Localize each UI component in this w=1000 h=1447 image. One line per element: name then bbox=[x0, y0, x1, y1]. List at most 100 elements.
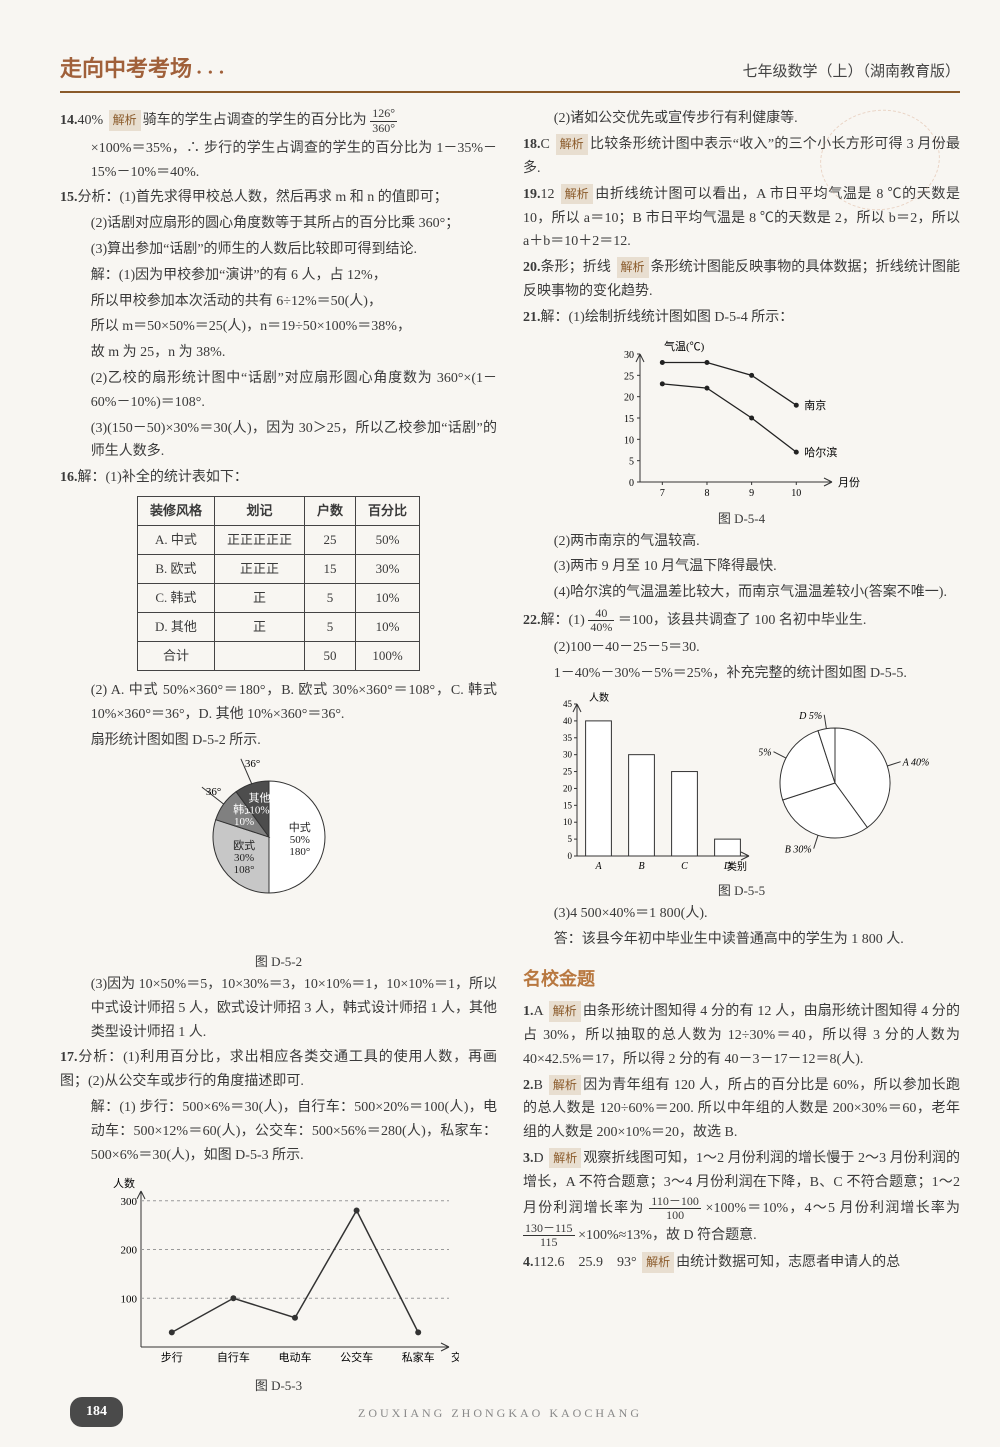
q21-l2: (4)哈尔滨的气温温差比较大，而南京气温温差较小(答案不唯一). bbox=[523, 581, 960, 605]
q16-pie: 中式50%180°欧式30%108°韩式10%36°其他10%36° bbox=[174, 757, 384, 947]
svg-text:10: 10 bbox=[563, 817, 573, 827]
q21-t1: 21.解：(1)绘制折线统计图如图 D-5-4 所示： bbox=[523, 306, 960, 330]
svg-text:B 30%: B 30% bbox=[784, 845, 811, 856]
q18: 18.C 解析比较条形统计图中表示“收入”的三个小长方形可得 3 月份最多. bbox=[523, 133, 960, 181]
q16-t2: (2) A. 中式 50%×360°＝180°，B. 欧式 30%×360°＝1… bbox=[60, 679, 497, 727]
svg-text:8: 8 bbox=[704, 488, 709, 499]
svg-text:36°: 36° bbox=[244, 758, 259, 770]
svg-text:20: 20 bbox=[624, 392, 634, 403]
q19: 19.12 解析由折线统计图可以看出，A 市日平均气温是 8 ℃的天数是 10，… bbox=[523, 183, 960, 254]
svg-text:45: 45 bbox=[563, 699, 573, 709]
q17-chart: 人数100200300步行自行车电动车公交车私家车交通工具 bbox=[99, 1173, 459, 1373]
svg-text:180°: 180° bbox=[289, 846, 310, 858]
svg-text:9: 9 bbox=[749, 488, 754, 499]
q22-cap: 图 D-5-5 bbox=[523, 880, 960, 902]
svg-text:10: 10 bbox=[624, 435, 634, 446]
q22-bar: 人数类别051015202530354045ABCD bbox=[545, 688, 755, 878]
svg-text:D: D bbox=[722, 861, 731, 872]
svg-text:0: 0 bbox=[567, 851, 572, 861]
q21-l0: (2)两市南京的气温较高. bbox=[523, 530, 960, 554]
m-q3: 3.D 解析观察折线图可知，1～2 月份利润的增长慢于 2～3 月份利润的增长，… bbox=[523, 1147, 960, 1249]
svg-text:B: B bbox=[638, 861, 644, 872]
q21-l1: (3)两市 9 月至 10 月气温下降得最快. bbox=[523, 555, 960, 579]
svg-text:A 40%: A 40% bbox=[901, 758, 929, 769]
svg-text:0: 0 bbox=[629, 478, 634, 489]
svg-text:108°: 108° bbox=[233, 864, 254, 876]
q16-intro: 16.解：(1)补全的统计表如下： bbox=[60, 466, 497, 490]
right-column: (2)诸如公交优先或宣传步行有利健康等. 18.C 解析比较条形统计图中表示“收… bbox=[523, 107, 960, 1397]
svg-text:50%: 50% bbox=[289, 834, 309, 846]
svg-text:人数: 人数 bbox=[113, 1177, 135, 1190]
svg-text:20: 20 bbox=[563, 783, 573, 793]
svg-text:30%: 30% bbox=[233, 852, 253, 864]
q14-cont: ×100%＝35%，∴ 步行的学生占调查的学生的百分比为 1－35%－15%－1… bbox=[60, 137, 497, 185]
svg-text:36°: 36° bbox=[205, 786, 220, 798]
footer-pinyin: ZOUXIANG ZHONGKAO KAOCHANG bbox=[0, 1403, 1000, 1423]
svg-text:30: 30 bbox=[624, 350, 634, 361]
svg-text:C 25%: C 25% bbox=[759, 748, 772, 759]
svg-text:15: 15 bbox=[563, 800, 573, 810]
svg-text:35: 35 bbox=[563, 733, 573, 743]
svg-text:25: 25 bbox=[624, 371, 634, 382]
svg-text:月份: 月份 bbox=[838, 476, 860, 489]
q22-t2: (2)100－40－25－5＝30. bbox=[523, 636, 960, 660]
q15-l5: 所以 m＝50×50%＝25(人)，n＝19÷50×100%＝38%， bbox=[60, 315, 497, 339]
q17b: (2)诸如公交优先或宣传步行有利健康等. bbox=[523, 107, 960, 131]
svg-text:欧式: 欧式 bbox=[233, 839, 255, 852]
q16-t4: (3)因为 10×50%＝5，10×30%＝3，10×10%＝1，10×10%＝… bbox=[60, 973, 497, 1044]
svg-text:10%: 10% bbox=[233, 816, 253, 828]
q22-t3: 1－40%－30%－5%＝25%，补充完整的统计图如图 D-5-5. bbox=[523, 662, 960, 686]
q15-l3: 解：(1)因为甲校参加“演讲”的有 6 人，占 12%， bbox=[60, 264, 497, 288]
svg-text:200: 200 bbox=[120, 1245, 137, 1257]
svg-text:7: 7 bbox=[659, 488, 664, 499]
svg-text:15: 15 bbox=[624, 414, 634, 425]
header-left: 走向中考考场 bbox=[60, 50, 226, 87]
q16-t3: 扇形统计图如图 D-5-2 所示. bbox=[60, 729, 497, 753]
q15-l6: 故 m 为 25，n 为 38%. bbox=[60, 341, 497, 365]
header-right: 七年级数学（上）（湖南教育版） bbox=[742, 60, 960, 86]
mxjt-title: 名校金题 bbox=[523, 964, 960, 995]
q15-l2: (3)算出参加“话剧”的师生的人数后比较即可得到结论. bbox=[60, 238, 497, 262]
q15-l1: (2)话剧对应扇形的圆心角度数等于其所占的百分比乘 360°； bbox=[60, 212, 497, 236]
q22-t5: 答：该县今年初中毕业生中读普通高中的学生为 1 800 人. bbox=[523, 928, 960, 952]
q22-t4: (3)4 500×40%＝1 800(人). bbox=[523, 902, 960, 926]
svg-text:D 5%: D 5% bbox=[798, 711, 822, 722]
q15-l7: (2)乙校的扇形统计图中“话剧”对应扇形圆心角度数为 360°×(1－60%－1… bbox=[60, 367, 497, 415]
svg-text:人数: 人数 bbox=[589, 691, 609, 704]
svg-text:40: 40 bbox=[563, 716, 573, 726]
q22-t1: 22.解：(1) 4040% ＝100，该县共调查了 100 名初中毕业生. bbox=[523, 607, 960, 634]
svg-text:10%: 10% bbox=[249, 805, 269, 817]
q17-cap: 图 D-5-3 bbox=[60, 1375, 497, 1397]
left-column: 14.40% 解析骑车的学生占调查的学生的百分比为 126°360° ×100%… bbox=[60, 107, 497, 1397]
svg-text:中式: 中式 bbox=[288, 821, 310, 834]
q21-cap: 图 D-5-4 bbox=[523, 508, 960, 530]
svg-text:私家车: 私家车 bbox=[401, 1350, 434, 1364]
svg-text:300: 300 bbox=[120, 1196, 137, 1208]
q22-charts: 人数类别051015202530354045ABCD A 40%B 30%C 2… bbox=[523, 688, 960, 878]
q17-l0: 17.分析：(1)利用百分比，求出相应各类交通工具的使用人数，再画图；(2)从公… bbox=[60, 1046, 497, 1094]
q22-pie: A 40% B 30% C 25% D 5% bbox=[759, 688, 939, 878]
svg-text:C: C bbox=[681, 861, 688, 872]
q16-pie-cap: 图 D-5-2 bbox=[60, 951, 497, 973]
q17-l1: 解：(1) 步行：500×6%＝30(人)，自行车：500×20%＝100(人)… bbox=[60, 1096, 497, 1167]
m-q2: 2.B 解析因为青年组有 120 人，所占的百分比是 60%，所以参加长跑的总人… bbox=[523, 1074, 960, 1145]
q21-chart: 气温(℃)月份05101520253078910南京哈尔滨 bbox=[602, 336, 882, 506]
svg-text:自行车: 自行车 bbox=[216, 1350, 249, 1364]
m-q1: 1.A 解析由条形统计图知得 4 分的有 12 人，由扇形统计图知得 4 分的占… bbox=[523, 1000, 960, 1071]
q15-l0: 15.分析：(1)首先求得甲校总人数，然后再求 m 和 n 的值即可； bbox=[60, 186, 497, 210]
content-columns: 14.40% 解析骑车的学生占调查的学生的百分比为 126°360° ×100%… bbox=[60, 107, 960, 1397]
svg-text:哈尔滨: 哈尔滨 bbox=[804, 445, 837, 459]
svg-text:5: 5 bbox=[629, 456, 634, 467]
q14: 14.40% 解析骑车的学生占调查的学生的百分比为 126°360° bbox=[60, 107, 497, 134]
svg-text:100: 100 bbox=[120, 1294, 137, 1306]
svg-text:其他: 其他 bbox=[248, 792, 270, 805]
svg-text:气温(℃): 气温(℃) bbox=[664, 339, 705, 353]
svg-text:10: 10 bbox=[791, 488, 801, 499]
svg-text:步行: 步行 bbox=[160, 1351, 182, 1364]
m-q4: 4.112.6 25.9 93° 解析由统计数据可知，志愿者申请人的总 bbox=[523, 1251, 960, 1275]
svg-text:30: 30 bbox=[563, 750, 573, 760]
svg-text:交通工具: 交通工具 bbox=[451, 1350, 459, 1364]
svg-text:5: 5 bbox=[567, 834, 572, 844]
q15-l4: 所以甲校参加本次活动的共有 6÷12%＝50(人)， bbox=[60, 290, 497, 314]
svg-text:公交车: 公交车 bbox=[340, 1350, 373, 1364]
